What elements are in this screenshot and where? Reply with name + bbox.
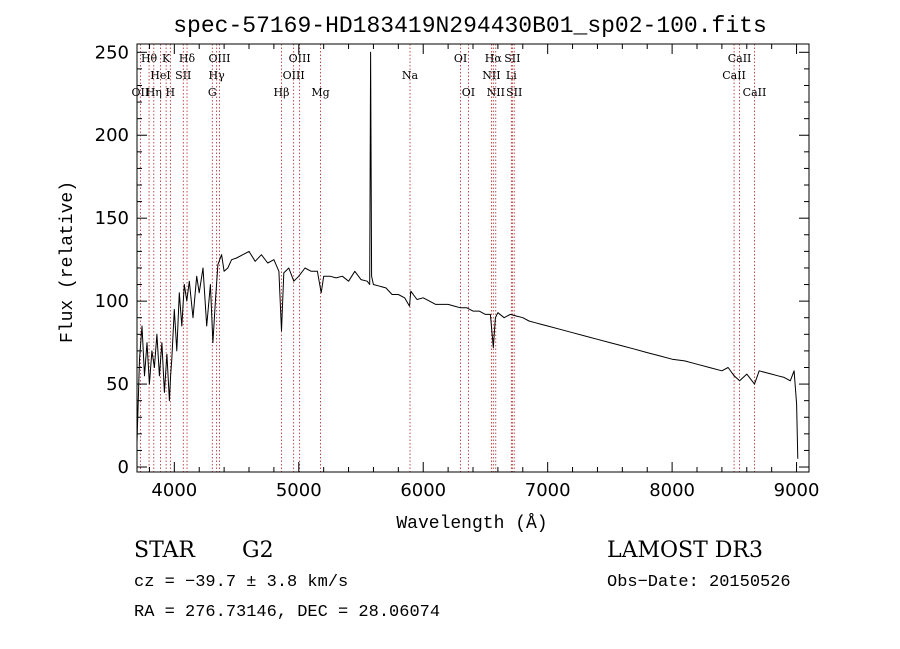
line-label-6: SII [175, 69, 191, 82]
line-label-9: Hγ [209, 69, 226, 82]
x-tick-label: 4000 [151, 480, 197, 501]
line-label-4: K [162, 52, 171, 65]
line-label-0: OII [132, 86, 150, 99]
line-label-24: CaII [722, 69, 746, 82]
line-label-15: Na [402, 69, 419, 82]
x-axis-label: Wavelength (Å) [396, 513, 547, 534]
line-label-10: OIII [208, 52, 230, 65]
y-axis-ticks: 0 50 100 150 200 250 [95, 42, 809, 478]
line-label-13: OIII [289, 52, 311, 65]
x-tick-label: 6000 [400, 480, 446, 501]
line-label-14: Mg [311, 86, 329, 99]
line-label-22: SII [504, 52, 520, 65]
line-label-8: G [208, 86, 217, 99]
y-tick-label: 100 [95, 291, 129, 312]
spectral-line-labels: OII Hθ Hη HeI K H SII Hδ G Hγ OIII Hβ OIII OIII Mg Na OI… [132, 52, 767, 99]
line-label-11: Hβ [274, 86, 290, 99]
x-tick-label: 9000 [774, 480, 820, 501]
line-label-7: Hδ [179, 52, 196, 65]
object-subclass: G2 [242, 538, 274, 563]
observation-date: Obs−Date: 20150526 [607, 573, 791, 592]
line-label-3: HeI [150, 69, 170, 82]
y-tick-label: 200 [95, 125, 129, 146]
spectrum-series [136, 51, 799, 459]
line-label-16: OI [454, 52, 467, 65]
line-label-21: Li [506, 69, 517, 82]
line-label-17: OI [462, 86, 475, 99]
y-tick-label: 250 [95, 42, 129, 63]
line-label-2: Hη [146, 86, 162, 99]
plot-frame [136, 43, 810, 473]
line-label-25: CaII [728, 52, 752, 65]
spectrum-line [136, 51, 799, 459]
line-label-5: H [166, 86, 176, 99]
y-tick-label: 0 [118, 457, 129, 478]
x-tick-label: 7000 [525, 480, 571, 501]
line-label-19: Hα [485, 52, 503, 65]
coordinates: RA = 276.73146, DEC = 28.06074 [134, 603, 441, 622]
line-label-18: NII [482, 69, 500, 82]
line-label-1: Hθ [141, 52, 158, 65]
x-tick-label: 8000 [649, 480, 695, 501]
x-tick-label: 5000 [276, 480, 322, 501]
redshift-cz: cz = −39.7 ± 3.8 km/s [134, 573, 349, 592]
line-label-26: CaII [743, 86, 767, 99]
y-tick-label: 50 [106, 374, 129, 395]
survey-name: LAMOST DR3 [607, 538, 763, 563]
line-label-23: SII [506, 86, 522, 99]
y-axis-label: Flux (relative) [58, 181, 78, 343]
x-axis-ticks: 4000 5000 6000 7000 8000 9000 [148, 44, 820, 501]
object-class: STAR [134, 538, 195, 563]
line-label-12: OIII [283, 69, 305, 82]
spectral-line-markers [139, 44, 755, 472]
chart-title: spec-57169-HD183419N294430B01_sp02-100.f… [173, 13, 767, 39]
y-tick-label: 150 [95, 208, 129, 229]
line-label-20: NII [487, 86, 505, 99]
